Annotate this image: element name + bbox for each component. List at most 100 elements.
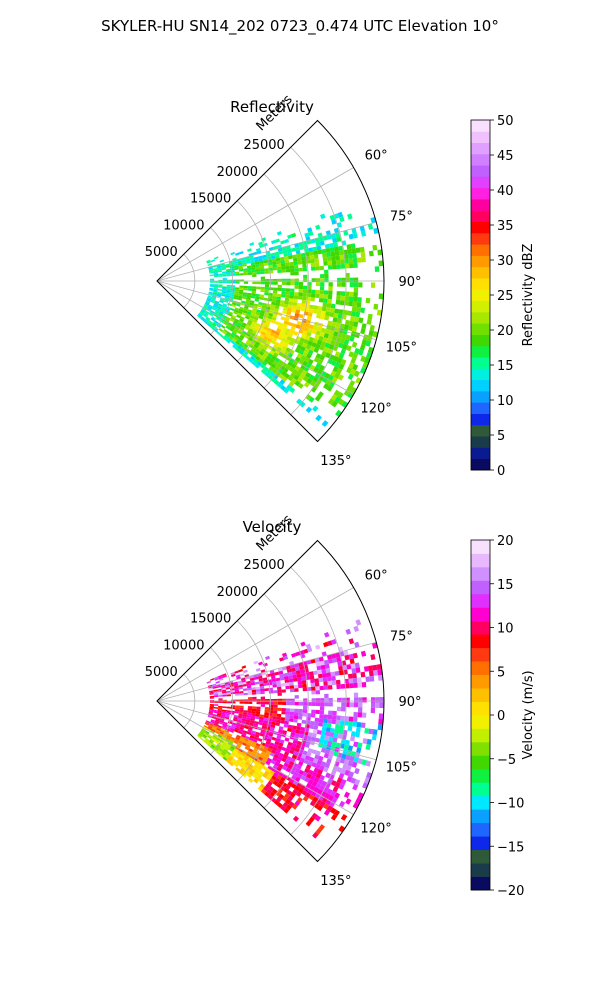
colorbar-tick-label: 40: [497, 184, 514, 199]
reflectivity-gate: [260, 355, 266, 361]
reflectivity-gate: [294, 356, 301, 363]
reflectivity-gate: [247, 272, 253, 275]
reflectivity-gate: [335, 299, 341, 305]
reflectivity-gate: [226, 288, 231, 291]
velocity-gate: [308, 756, 315, 763]
reflectivity-gate: [297, 257, 302, 262]
velocity-gate: [310, 678, 315, 684]
velocity-gate: [275, 722, 280, 727]
velocity-gate: [348, 716, 354, 722]
reflectivity-gate: [251, 269, 257, 273]
velocity-gate: [209, 693, 214, 695]
colorbar-cell: [471, 447, 490, 460]
velocity-gate: [361, 712, 367, 718]
reflectivity-gate: [320, 278, 325, 283]
velocity-gate: [369, 675, 375, 682]
reflectivity-gate: [337, 211, 344, 218]
velocity-gate: [284, 793, 290, 799]
velocity-gate: [331, 796, 338, 804]
velocity-gate: [220, 737, 225, 742]
reflectivity-gate: [240, 332, 246, 337]
reflectivity-gate: [230, 268, 235, 271]
velocity-gate: [200, 737, 205, 742]
velocity-gate: [353, 757, 359, 763]
reflectivity-gate: [268, 287, 274, 291]
reflectivity-gate: [256, 309, 261, 313]
azimuth-spoke: [156, 221, 377, 282]
reflectivity-gate: [334, 372, 341, 379]
reflectivity-gate: [288, 301, 294, 306]
colorbar-cell: [471, 255, 490, 268]
reflectivity-gate: [211, 322, 217, 327]
reflectivity-gate: [315, 241, 321, 247]
reflectivity-gate: [333, 312, 339, 319]
velocity-gate: [314, 717, 320, 722]
velocity-gate: [245, 761, 251, 766]
velocity-gate: [206, 742, 211, 747]
velocity-gate: [239, 701, 244, 704]
reflectivity-gate: [250, 355, 256, 361]
reflectivity-gate: [206, 299, 211, 302]
reflectivity-gate: [299, 337, 305, 343]
velocity-gate: [217, 708, 223, 711]
velocity-gate: [325, 782, 331, 789]
reflectivity-gate: [217, 288, 223, 291]
reflectivity-gate: [267, 337, 273, 343]
reflectivity-gate: [292, 360, 299, 366]
velocity-gate: [212, 726, 217, 730]
velocity-gate: [278, 779, 284, 786]
reflectivity-gate: [248, 328, 254, 333]
reflectivity-gate: [234, 265, 239, 269]
reflectivity-gate: [233, 261, 238, 265]
reflectivity-gate: [226, 331, 232, 336]
reflectivity-gate: [260, 281, 265, 285]
velocity-gate: [287, 764, 293, 770]
reflectivity-gate: [250, 348, 256, 354]
reflectivity-gate: [209, 285, 214, 287]
velocity-gate: [343, 650, 349, 656]
velocity-gate: [365, 676, 371, 682]
reflectivity-gate: [222, 278, 227, 280]
velocity-gate: [231, 722, 237, 726]
velocity-gate: [218, 693, 223, 696]
velocity-gate: [329, 750, 335, 756]
velocity-gate: [226, 734, 232, 739]
velocity-gate: [357, 758, 363, 765]
velocity-gate: [262, 677, 268, 681]
reflectivity-gate: [336, 264, 341, 270]
reflectivity-gate: [326, 348, 333, 355]
reflectivity-gate: [235, 347, 241, 352]
reflectivity-gate: [249, 242, 255, 246]
reflectivity-gate: [266, 318, 272, 323]
velocity-gate: [349, 683, 354, 689]
velocity-gate: [298, 702, 304, 706]
velocity-gate: [246, 773, 252, 778]
reflectivity-gate: [255, 311, 261, 316]
velocity-gate: [342, 763, 348, 770]
reflectivity-gate: [233, 320, 239, 325]
velocity-gate: [271, 749, 277, 754]
reflectivity-gate: [351, 341, 358, 348]
reflectivity-gate: [237, 260, 242, 264]
reflectivity-gate: [317, 358, 324, 365]
reflectivity-gate: [272, 267, 278, 271]
reflectivity-gate: [260, 348, 266, 354]
velocity-gate: [202, 734, 208, 738]
reflectivity-gate: [250, 332, 256, 337]
velocity-gate: [248, 748, 254, 753]
velocity-gate: [333, 732, 339, 739]
reflectivity-gate: [221, 267, 226, 271]
reflectivity-gate: [326, 303, 332, 308]
velocity-gate: [319, 706, 325, 711]
velocity-gate: [346, 664, 352, 670]
velocity-gate: [258, 661, 263, 666]
reflectivity-gate: [258, 358, 264, 364]
reflectivity-gate: [287, 321, 293, 327]
velocity-gate: [214, 701, 219, 703]
velocity-gate: [205, 737, 210, 742]
reflectivity-gate: [253, 358, 259, 364]
reflectivity-gate: [246, 339, 252, 344]
reflectivity-gate: [334, 396, 341, 403]
velocity-gate: [207, 735, 212, 739]
velocity-gate: [247, 708, 252, 711]
